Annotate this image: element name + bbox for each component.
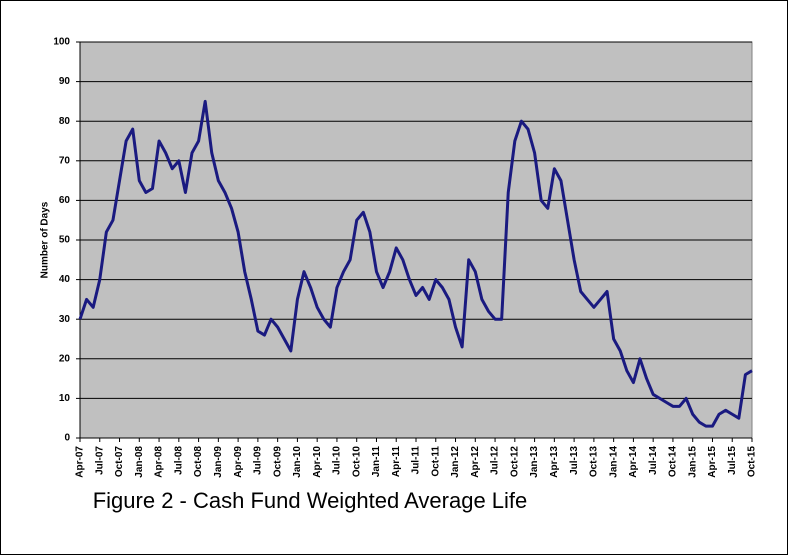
y-tick-label: 40 [59, 274, 71, 285]
x-tick-label: Oct-14 [668, 446, 679, 478]
x-tick-label: Jan-09 [213, 446, 224, 478]
y-tick-label: 70 [59, 155, 71, 166]
x-tick-label: Jul-13 [569, 446, 580, 475]
x-tick-label: Apr-15 [707, 446, 718, 478]
x-tick-label: Jul-07 [94, 446, 105, 475]
y-tick-label: 0 [64, 433, 70, 444]
x-tick-label: Jan-14 [608, 446, 619, 478]
x-tick-label: Jul-09 [253, 446, 264, 475]
x-tick-label: Oct-10 [351, 446, 362, 478]
x-tick-label: Apr-09 [233, 446, 244, 478]
x-tick-label: Apr-07 [75, 446, 86, 478]
y-tick-label: 20 [59, 353, 71, 364]
x-tick-label: Oct-08 [193, 446, 204, 478]
x-tick-label: Jan-11 [371, 446, 382, 478]
x-tick-label: Apr-11 [391, 446, 402, 478]
x-tick-label: Jan-12 [450, 446, 461, 478]
x-tick-label: Jul-15 [727, 446, 738, 475]
data-line [78, 99, 753, 428]
x-tick-label: Jul-11 [411, 446, 422, 475]
x-tick-label: Jan-15 [687, 446, 698, 478]
x-tick-label: Jul-08 [173, 446, 184, 475]
y-tick-label: 60 [59, 195, 71, 206]
x-tick-label: Oct-09 [272, 446, 283, 478]
y-tick-label: 50 [59, 235, 71, 246]
x-tick-label: Oct-15 [747, 446, 758, 478]
x-tick-label: Apr-10 [312, 446, 323, 478]
x-tick-label: Jul-10 [332, 446, 343, 475]
x-tick-label: Jan-08 [134, 446, 145, 478]
x-tick-label: Jul-14 [648, 446, 659, 475]
y-axis-label: Number of Days [40, 201, 51, 278]
x-tick-label: Jan-13 [529, 446, 540, 478]
y-tick-label: 10 [59, 393, 71, 404]
y-tick-label: 90 [59, 76, 71, 87]
x-tick-label: Jan-10 [292, 446, 303, 478]
y-tick-label: 30 [59, 314, 71, 325]
y-tick-label: 80 [59, 116, 71, 127]
chart-title: Figure 2 - Cash Fund Weighted Average Li… [93, 488, 528, 513]
x-tick-label: Apr-12 [470, 446, 481, 478]
x-tick-label: Oct-07 [114, 446, 125, 478]
x-tick-label: Oct-11 [430, 446, 441, 477]
x-tick-label: Jul-12 [490, 446, 501, 475]
x-tick-label: Apr-13 [549, 446, 560, 478]
x-tick-label: Oct-12 [509, 446, 520, 478]
x-tick-label: Oct-13 [589, 446, 600, 478]
x-tick-label: Apr-08 [154, 446, 165, 478]
y-tick-label: 100 [53, 37, 70, 48]
x-tick-label: Apr-14 [628, 446, 639, 478]
